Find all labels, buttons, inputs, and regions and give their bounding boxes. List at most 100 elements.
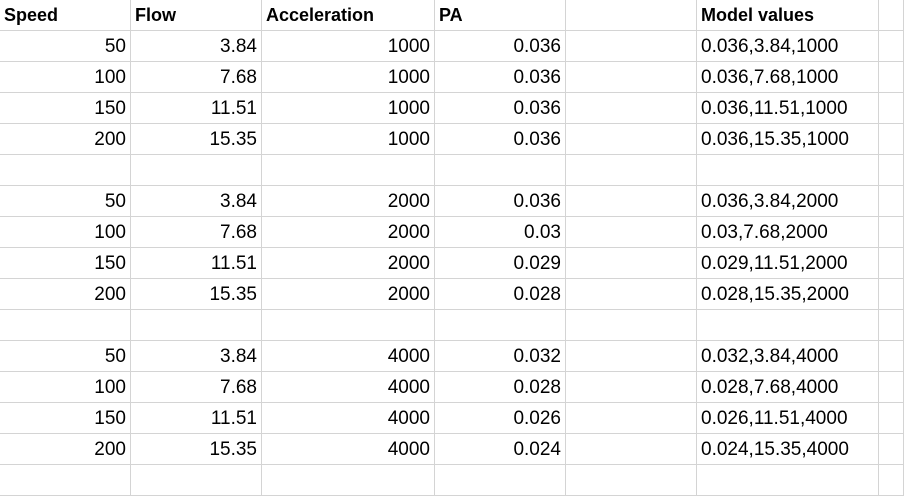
model-values-cell[interactable]: 0.036,11.51,1000	[697, 93, 879, 124]
speed-cell[interactable]: 100	[0, 62, 131, 93]
flow-cell[interactable]: 3.84	[131, 31, 262, 62]
extra-cell[interactable]	[879, 31, 904, 62]
extra-cell[interactable]	[879, 403, 904, 434]
model-values-cell[interactable]: 0.028,15.35,2000	[697, 279, 879, 310]
flow-cell[interactable]: 11.51	[131, 403, 262, 434]
empty-cell[interactable]	[566, 217, 697, 248]
model-values-cell[interactable]: 0.03,7.68,2000	[697, 217, 879, 248]
header-cell-flow[interactable]: Flow	[131, 0, 262, 31]
model-values-cell[interactable]: 0.028,7.68,4000	[697, 372, 879, 403]
flow-cell[interactable]: 11.51	[131, 248, 262, 279]
speed-cell[interactable]: 100	[0, 372, 131, 403]
empty-cell[interactable]	[566, 403, 697, 434]
acceleration-cell[interactable]: 1000	[262, 62, 435, 93]
empty-cell[interactable]	[566, 31, 697, 62]
model-values-cell[interactable]: 0.036,15.35,1000	[697, 124, 879, 155]
empty-cell[interactable]	[566, 186, 697, 217]
flow-cell[interactable]: 7.68	[131, 372, 262, 403]
pa-cell[interactable]: 0.03	[435, 217, 566, 248]
acceleration-cell[interactable]: 2000	[262, 279, 435, 310]
acceleration-cell[interactable]: 1000	[262, 124, 435, 155]
flow-cell[interactable]	[131, 465, 262, 496]
pa-cell[interactable]: 0.028	[435, 279, 566, 310]
acceleration-cell[interactable]: 2000	[262, 248, 435, 279]
flow-cell[interactable]	[131, 155, 262, 186]
empty-cell[interactable]	[566, 310, 697, 341]
pa-cell[interactable]	[435, 310, 566, 341]
acceleration-cell[interactable]: 1000	[262, 31, 435, 62]
model-values-cell[interactable]: 0.026,11.51,4000	[697, 403, 879, 434]
pa-cell[interactable]: 0.028	[435, 372, 566, 403]
extra-cell[interactable]	[879, 372, 904, 403]
acceleration-cell[interactable]	[262, 310, 435, 341]
model-values-cell[interactable]: 0.032,3.84,4000	[697, 341, 879, 372]
empty-cell[interactable]	[566, 93, 697, 124]
empty-cell[interactable]	[566, 62, 697, 93]
flow-cell[interactable]: 15.35	[131, 434, 262, 465]
speed-cell[interactable]: 50	[0, 31, 131, 62]
acceleration-cell[interactable]: 4000	[262, 403, 435, 434]
flow-cell[interactable]: 11.51	[131, 93, 262, 124]
pa-cell[interactable]: 0.029	[435, 248, 566, 279]
speed-cell[interactable]	[0, 310, 131, 341]
extra-cell[interactable]	[879, 310, 904, 341]
extra-cell[interactable]	[879, 186, 904, 217]
extra-cell[interactable]	[879, 93, 904, 124]
pa-cell[interactable]	[435, 465, 566, 496]
speed-cell[interactable]: 200	[0, 434, 131, 465]
model-values-cell[interactable]	[697, 155, 879, 186]
speed-cell[interactable]: 150	[0, 403, 131, 434]
speed-cell[interactable]	[0, 155, 131, 186]
pa-cell[interactable]: 0.032	[435, 341, 566, 372]
empty-cell[interactable]	[566, 248, 697, 279]
empty-cell[interactable]	[566, 372, 697, 403]
model-values-cell[interactable]: 0.024,15.35,4000	[697, 434, 879, 465]
acceleration-cell[interactable]	[262, 155, 435, 186]
model-values-cell[interactable]: 0.036,3.84,1000	[697, 31, 879, 62]
acceleration-cell[interactable]: 1000	[262, 93, 435, 124]
speed-cell[interactable]: 150	[0, 93, 131, 124]
model-values-cell[interactable]	[697, 310, 879, 341]
header-cell-pa[interactable]: PA	[435, 0, 566, 31]
extra-cell[interactable]	[879, 124, 904, 155]
extra-cell[interactable]	[879, 434, 904, 465]
header-cell-extra[interactable]	[879, 0, 904, 31]
acceleration-cell[interactable]: 4000	[262, 434, 435, 465]
empty-cell[interactable]	[566, 279, 697, 310]
empty-cell[interactable]	[566, 434, 697, 465]
acceleration-cell[interactable]: 4000	[262, 372, 435, 403]
pa-cell[interactable]: 0.036	[435, 31, 566, 62]
acceleration-cell[interactable]	[262, 465, 435, 496]
model-values-cell[interactable]: 0.036,3.84,2000	[697, 186, 879, 217]
pa-cell[interactable]: 0.036	[435, 124, 566, 155]
empty-cell[interactable]	[566, 124, 697, 155]
extra-cell[interactable]	[879, 217, 904, 248]
flow-cell[interactable]: 7.68	[131, 217, 262, 248]
speed-cell[interactable]: 100	[0, 217, 131, 248]
extra-cell[interactable]	[879, 248, 904, 279]
empty-cell[interactable]	[566, 341, 697, 372]
header-cell-empty[interactable]	[566, 0, 697, 31]
flow-cell[interactable]: 7.68	[131, 62, 262, 93]
model-values-cell[interactable]	[697, 465, 879, 496]
header-cell-acceleration[interactable]: Acceleration	[262, 0, 435, 31]
acceleration-cell[interactable]: 2000	[262, 186, 435, 217]
pa-cell[interactable]: 0.036	[435, 93, 566, 124]
speed-cell[interactable]: 50	[0, 186, 131, 217]
extra-cell[interactable]	[879, 465, 904, 496]
flow-cell[interactable]: 15.35	[131, 279, 262, 310]
flow-cell[interactable]: 3.84	[131, 341, 262, 372]
pa-cell[interactable]: 0.036	[435, 62, 566, 93]
speed-cell[interactable]: 50	[0, 341, 131, 372]
header-cell-speed[interactable]: Speed	[0, 0, 131, 31]
header-cell-model-values[interactable]: Model values	[697, 0, 879, 31]
pa-cell[interactable]: 0.036	[435, 186, 566, 217]
speed-cell[interactable]: 200	[0, 124, 131, 155]
model-values-cell[interactable]: 0.036,7.68,1000	[697, 62, 879, 93]
acceleration-cell[interactable]: 2000	[262, 217, 435, 248]
pa-cell[interactable]	[435, 155, 566, 186]
flow-cell[interactable]	[131, 310, 262, 341]
extra-cell[interactable]	[879, 155, 904, 186]
speed-cell[interactable]: 200	[0, 279, 131, 310]
flow-cell[interactable]: 15.35	[131, 124, 262, 155]
